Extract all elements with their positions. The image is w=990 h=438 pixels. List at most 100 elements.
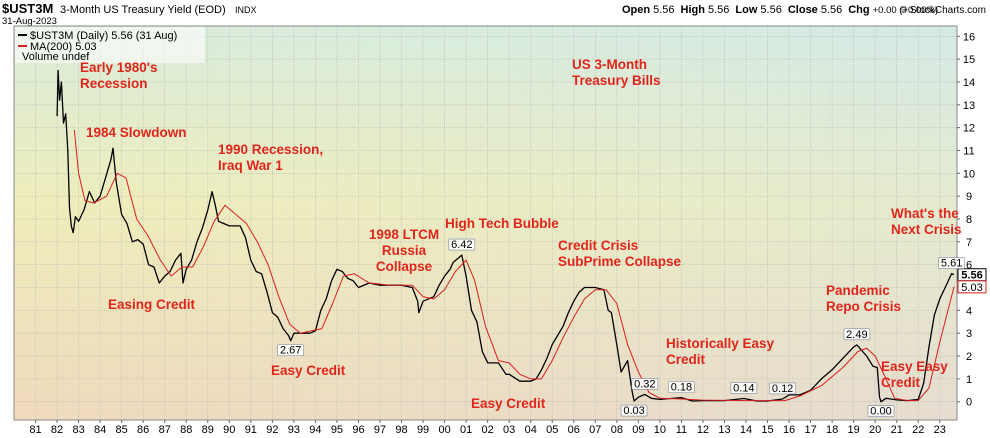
symbol: $UST3M <box>2 1 53 16</box>
annotation: Repo Crisis <box>826 299 901 314</box>
x-tick-label: 10 <box>654 424 666 436</box>
y-tick-label: 11 <box>963 145 974 157</box>
x-tick-label: 08 <box>611 424 623 436</box>
point-label: 6.42 <box>451 239 472 251</box>
x-tick-label: 03 <box>503 424 515 436</box>
annotation: Historically Easy <box>666 336 775 351</box>
date: 31-Aug-2023 <box>2 16 57 27</box>
quote-value: 5.56 <box>821 4 842 16</box>
x-tick-label: 02 <box>482 424 494 436</box>
security-name: 3-Month US Treasury Yield (EOD) <box>60 4 226 16</box>
y-tick-label: 3 <box>966 328 972 340</box>
x-tick-label: 09 <box>632 424 644 436</box>
y-tick-label: 8 <box>966 214 972 226</box>
quote-label: Open <box>622 4 650 16</box>
point-label: 0.00 <box>870 406 891 418</box>
point-label-box <box>730 382 758 394</box>
x-tick-label: 16 <box>783 424 795 436</box>
annotation: Iraq War 1 <box>218 158 283 173</box>
credit: © StockCharts.com <box>900 5 986 16</box>
annotation: Easing Credit <box>108 297 196 312</box>
y-tick-label: 7 <box>966 237 972 249</box>
point-label-box <box>867 405 895 418</box>
y-tick-label: 1 <box>966 374 972 386</box>
y-tick-label: 6 <box>966 260 972 272</box>
point-label: 0.18 <box>671 382 692 394</box>
x-tick-label: 94 <box>309 424 321 436</box>
x-tick-label: 15 <box>761 424 773 436</box>
annotation: SubPrime Collapse <box>558 254 682 269</box>
y-tick-label: 2 <box>966 351 972 363</box>
annotation: Credit <box>881 375 921 390</box>
volume-label: Volume undef <box>22 51 90 63</box>
y-tick-label: 15 <box>963 54 975 66</box>
series-line <box>73 129 955 402</box>
legend-label: MA(200) 5.03 <box>30 41 97 53</box>
x-tick-label: 19 <box>848 424 860 436</box>
annotation: 1998 LTCM <box>369 227 439 242</box>
y-tick-label: 14 <box>963 77 975 89</box>
x-tick-label: 13 <box>718 424 730 436</box>
x-tick-label: 95 <box>331 424 343 436</box>
annotation: Next Crisis <box>891 222 962 237</box>
quote: Open 5.56 High 5.56 Low 5.56 Close 5.56 Chg +0.00… <box>622 4 938 16</box>
quote-value: +0.00 (+0.00%) <box>873 5 939 16</box>
x-tick-label: 81 <box>29 424 41 436</box>
annotation: US 3-Month <box>572 57 647 72</box>
annotation: Easy Easy <box>881 359 948 374</box>
y-tick-label: 13 <box>963 100 975 112</box>
x-tick-label: 99 <box>417 424 429 436</box>
quote-value: 5.56 <box>760 4 781 16</box>
point-label: 0.12 <box>772 383 793 395</box>
legend-box <box>15 27 205 63</box>
point-label: 2.67 <box>280 345 301 357</box>
x-tick-label: 97 <box>374 424 386 436</box>
x-tick-label: 04 <box>525 424 537 436</box>
x-tick-label: 20 <box>869 424 881 436</box>
x-tick-label: 91 <box>245 424 257 436</box>
annotation: Collapse <box>376 259 433 274</box>
annotation: Easy Credit <box>271 363 346 378</box>
annotation: What's the <box>891 206 959 221</box>
x-tick-label: 05 <box>546 424 558 436</box>
x-tick-label: 93 <box>288 424 300 436</box>
x-tick-label: 17 <box>804 424 816 436</box>
x-tick-label: 11 <box>676 424 687 436</box>
y-tick-label: 12 <box>963 123 975 135</box>
x-tick-label: 01 <box>460 424 472 436</box>
last-value-label: 5.03 <box>961 282 982 294</box>
annotation: Russia <box>382 243 427 258</box>
series-line <box>56 69 955 403</box>
x-tick-label: 98 <box>395 424 407 436</box>
y-tick-label: 4 <box>966 305 972 317</box>
annotation: 1990 Recession, <box>218 142 323 157</box>
annotation: Early 1980's <box>80 60 158 75</box>
point-label-box <box>448 238 476 251</box>
x-tick-label: 84 <box>94 424 106 436</box>
quote-label: Low <box>735 4 757 16</box>
point-label-box <box>277 344 304 357</box>
annotation: Recession <box>80 76 148 91</box>
point-label-box <box>631 378 659 390</box>
x-tick-label: 00 <box>438 424 450 436</box>
point-label-box <box>668 381 695 393</box>
y-tick-label: 9 <box>966 191 972 203</box>
x-tick-label: 06 <box>568 424 580 436</box>
plot-border <box>13 25 958 421</box>
x-tick-label: 92 <box>266 424 278 436</box>
x-tick-label: 86 <box>137 424 149 436</box>
x-tick-label: 21 <box>891 424 903 436</box>
y-tick-label: 10 <box>963 168 975 180</box>
point-label-box <box>620 404 648 417</box>
x-tick-label: 90 <box>223 424 235 436</box>
y-tick-label: 0 <box>966 397 972 409</box>
point-label: 0.03 <box>623 405 644 417</box>
last-value-label: 5.56 <box>961 270 982 282</box>
exchange: INDX <box>235 5 257 15</box>
x-tick-label: 83 <box>72 424 84 436</box>
quote-value: 5.56 <box>708 4 729 16</box>
point-label: 0.32 <box>634 378 655 390</box>
last-value-box <box>957 280 987 294</box>
x-tick-label: 12 <box>697 424 709 436</box>
